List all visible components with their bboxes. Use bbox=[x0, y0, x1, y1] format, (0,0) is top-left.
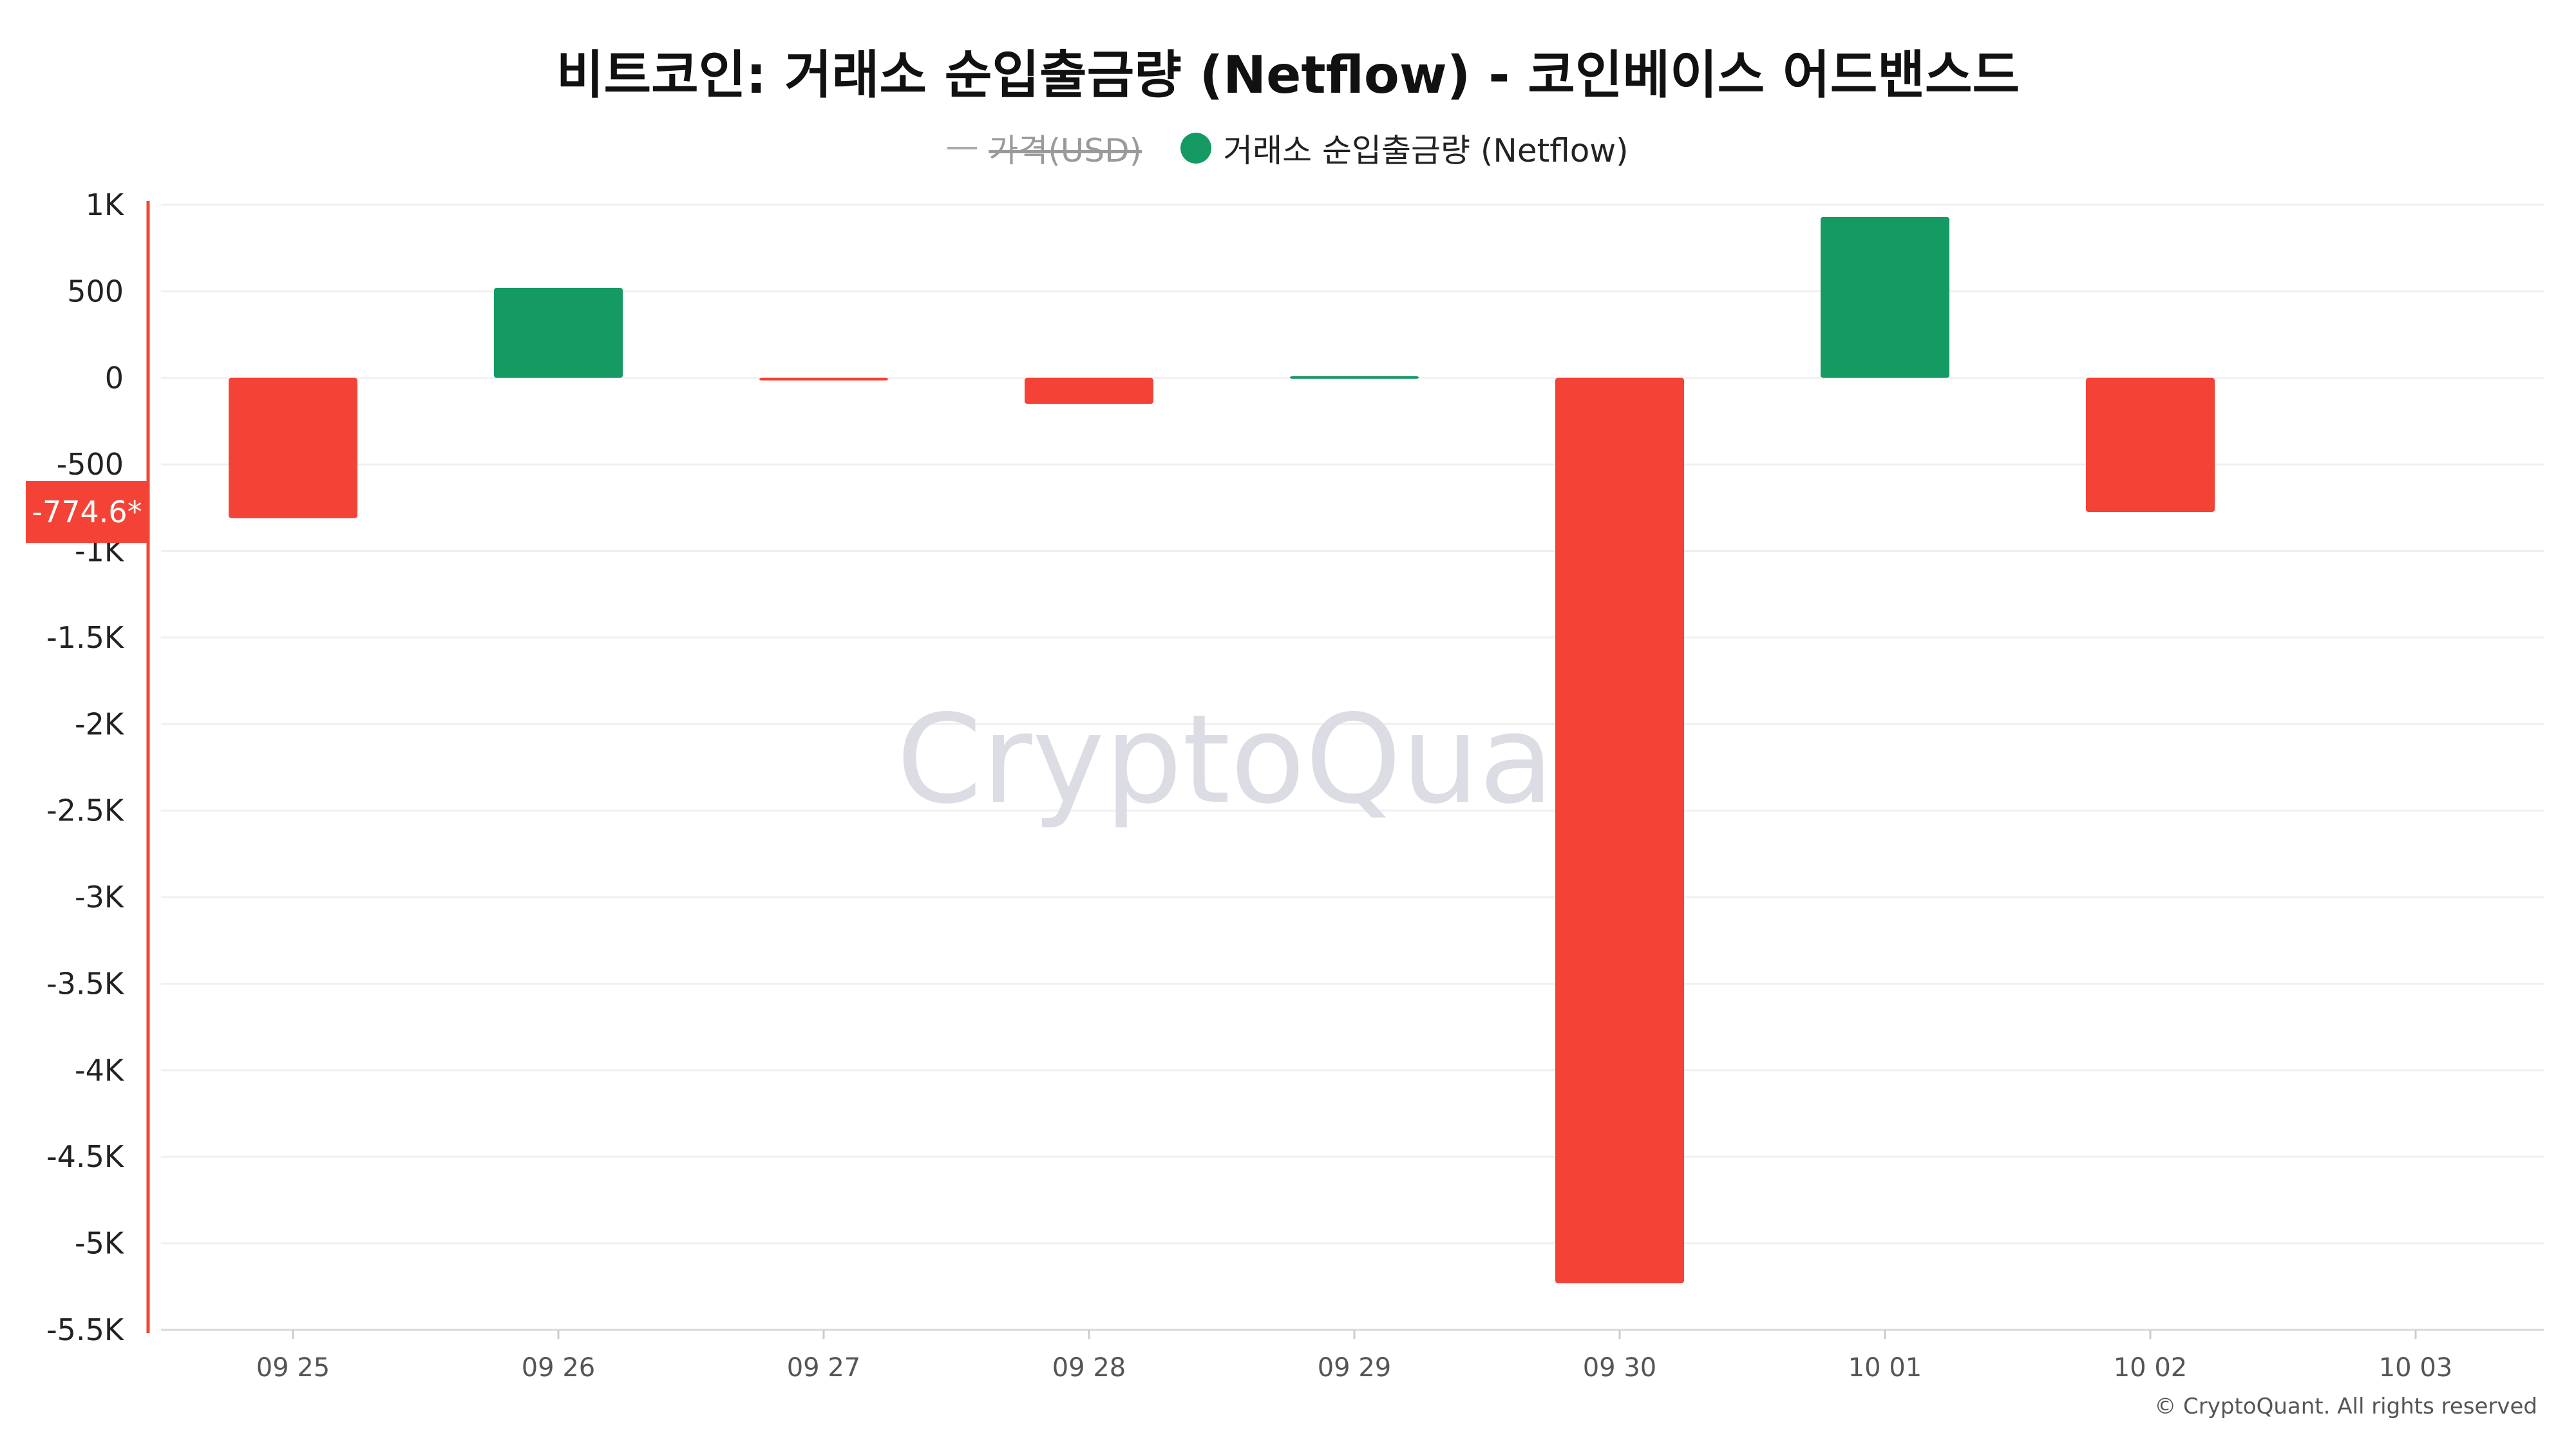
y-tick-label: -4K bbox=[75, 1053, 125, 1088]
y-tick-label: -5K bbox=[75, 1226, 125, 1261]
legend-line-icon bbox=[947, 147, 978, 149]
x-tick-label: 09 25 bbox=[256, 1353, 330, 1383]
current-value-label: -774.6* bbox=[32, 495, 142, 529]
x-tick-label: 10 01 bbox=[1848, 1353, 1922, 1383]
y-tick-label: -3K bbox=[75, 880, 125, 914]
x-tick-label: 09 28 bbox=[1052, 1353, 1126, 1383]
legend-item-netflow[interactable]: 거래소 순입출금량 (Netflow) bbox=[1180, 125, 1629, 171]
bar-10-01[interactable] bbox=[1821, 216, 1949, 378]
y-tick-label: 1K bbox=[86, 187, 125, 222]
y-tick-label: -2K bbox=[75, 706, 125, 741]
legend-netflow-label: 거래소 순입출금량 (Netflow) bbox=[1223, 132, 1629, 169]
bar-09-25[interactable] bbox=[229, 377, 357, 518]
y-tick-label: -500 bbox=[57, 447, 124, 482]
x-tick-label: 09 27 bbox=[787, 1353, 861, 1383]
legend-price-label: 가격(USD) bbox=[989, 132, 1142, 169]
y-tick-label: 500 bbox=[67, 274, 124, 308]
y-tick-label: -3.5K bbox=[46, 966, 125, 1001]
current-value-badge bbox=[26, 480, 148, 543]
bar-09-26[interactable] bbox=[494, 288, 623, 378]
y-tick-label: 0 bbox=[105, 361, 124, 395]
x-tick-label: 10 02 bbox=[2114, 1353, 2188, 1383]
x-tick-label: 09 29 bbox=[1318, 1353, 1392, 1383]
bar-10-02[interactable] bbox=[2086, 377, 2215, 512]
watermark: CryptoQuant bbox=[896, 688, 1680, 831]
y-tick-label: -2.5K bbox=[46, 793, 125, 828]
x-tick-label: 09 30 bbox=[1583, 1353, 1657, 1383]
y-tick-label: -4.5K bbox=[46, 1139, 125, 1174]
legend-dot-icon bbox=[1180, 133, 1212, 164]
chart-title: 비트코인: 거래소 순입출금량 (Netflow) - 코인베이스 어드밴스드 bbox=[556, 45, 2020, 105]
y-tick-label: -1.5K bbox=[46, 620, 125, 655]
legend: 가격(USD) 거래소 순입출금량 (Netflow) bbox=[0, 122, 2576, 174]
x-tick-label: 10 03 bbox=[2379, 1353, 2453, 1383]
bar-09-27[interactable] bbox=[759, 377, 888, 381]
copyright-text: © CryptoQuant. All rights reserved bbox=[2154, 1394, 2537, 1419]
bar-09-30[interactable] bbox=[1555, 377, 1684, 1283]
bar-09-28[interactable] bbox=[1025, 377, 1153, 404]
x-tick-label: 09 26 bbox=[522, 1353, 596, 1383]
y-tick-label: -5.5K bbox=[46, 1312, 125, 1347]
legend-item-price[interactable]: 가격(USD) bbox=[947, 125, 1142, 171]
bar-09-29[interactable] bbox=[1290, 376, 1419, 379]
